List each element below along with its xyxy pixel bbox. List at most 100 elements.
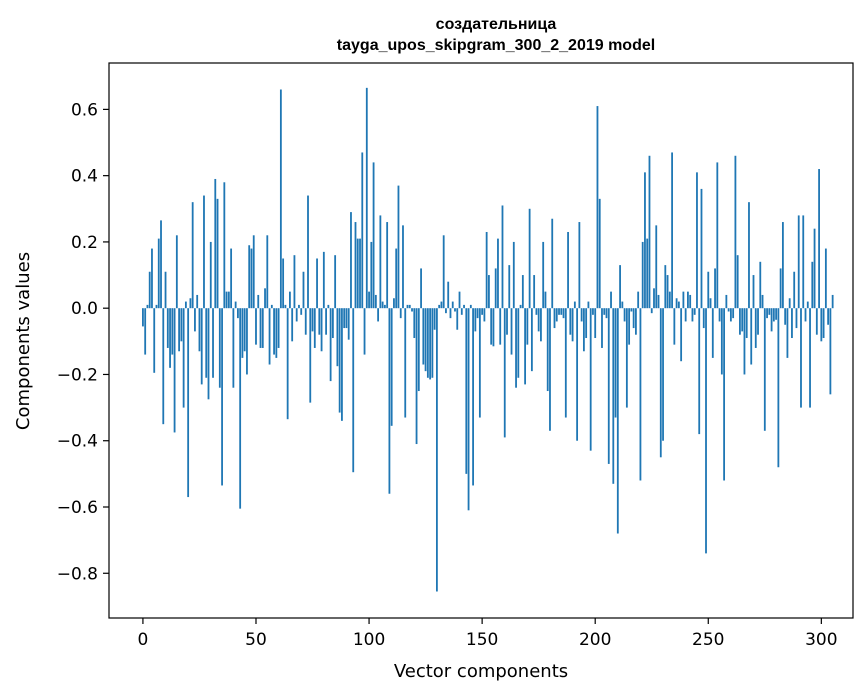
bar-36 [223, 182, 226, 309]
bar-110 [390, 308, 393, 426]
bar-151 [483, 308, 486, 322]
bar-23 [194, 308, 196, 332]
bar-224 [648, 155, 651, 309]
bar-165 [515, 308, 517, 388]
bar-266 [743, 308, 746, 375]
bar-57 [270, 304, 273, 309]
bar-285 [786, 308, 789, 358]
bar-74 [309, 308, 312, 403]
bar-89 [343, 308, 346, 329]
bar-297 [813, 228, 816, 309]
bar-202 [598, 198, 601, 309]
bar-232 [666, 275, 669, 309]
bar-259 [727, 308, 730, 312]
bar-39 [230, 248, 233, 309]
bar-62 [282, 258, 285, 309]
bar-97 [361, 152, 364, 309]
bar-54 [264, 288, 266, 309]
bar-294 [806, 301, 809, 309]
bar-121 [415, 308, 418, 445]
bar-281 [777, 308, 780, 468]
bar-6 [155, 304, 158, 309]
bar-13 [171, 308, 174, 355]
bar-295 [809, 308, 811, 408]
bar-92 [350, 212, 352, 309]
x-axis-label: Vector components [394, 661, 568, 682]
bar-292 [802, 215, 805, 309]
y-tick-label: 0.0 [71, 299, 98, 319]
bar-20 [187, 308, 190, 498]
plot-area-frame [108, 62, 854, 619]
bar-301 [822, 308, 825, 339]
bar-48 [250, 248, 253, 309]
bar-192 [576, 308, 579, 441]
bar-262 [734, 155, 737, 309]
bar-42 [236, 308, 239, 319]
bar-253 [714, 268, 716, 309]
bar-150 [481, 308, 484, 315]
bar-149 [478, 308, 481, 418]
bar-276 [766, 308, 768, 319]
bar-225 [650, 308, 653, 314]
bar-95 [356, 238, 359, 309]
bar-203 [601, 308, 603, 348]
x-tick-label: 0 [138, 630, 149, 650]
bar-77 [316, 258, 318, 309]
bar-205 [605, 308, 608, 319]
bar-215 [628, 308, 631, 345]
bar-28 [205, 308, 208, 378]
bar-38 [227, 291, 230, 309]
bar-49 [252, 235, 255, 309]
bar-263 [736, 255, 739, 309]
bar-200 [594, 308, 597, 339]
bar-156 [494, 268, 497, 309]
bar-233 [668, 291, 671, 309]
bar-228 [657, 294, 660, 309]
y-tick-label: −0.2 [57, 365, 98, 385]
bar-136 [449, 308, 452, 319]
bar-258 [725, 294, 728, 309]
bar-64 [286, 308, 289, 420]
bar-96 [359, 238, 361, 309]
bar-289 [795, 308, 798, 329]
bar-120 [413, 308, 416, 339]
bar-66 [291, 308, 294, 342]
bar-235 [673, 308, 676, 345]
y-axis-label: Components values [13, 252, 34, 430]
y-tick-label: 0.4 [71, 167, 98, 187]
bar-275 [763, 308, 766, 431]
bar-144 [467, 308, 470, 511]
bar-15 [175, 235, 178, 309]
bar-167 [519, 304, 522, 309]
bar-282 [779, 268, 782, 309]
bar-190 [571, 308, 574, 342]
bar-173 [533, 275, 536, 309]
bar-135 [447, 281, 450, 309]
y-tick-label: 0.6 [71, 100, 98, 120]
bar-83 [329, 308, 332, 382]
bar-73 [307, 195, 309, 309]
bar-242 [689, 294, 692, 309]
bar-163 [510, 308, 513, 355]
bar-229 [659, 308, 662, 458]
bar-99 [365, 87, 368, 309]
bar-91 [347, 308, 350, 340]
bar-178 [544, 291, 547, 309]
bar-271 [754, 308, 757, 348]
bar-53 [261, 308, 264, 348]
bar-79 [320, 308, 323, 352]
bar-55 [266, 235, 269, 309]
bar-117 [406, 304, 409, 309]
bar-124 [422, 308, 425, 365]
bar-193 [578, 222, 581, 309]
bar-112 [395, 248, 398, 309]
bar-278 [770, 308, 773, 332]
bar-75 [311, 308, 314, 332]
bar-40 [232, 308, 235, 388]
bar-127 [429, 308, 432, 380]
bar-277 [768, 308, 771, 315]
y-tick-label: −0.4 [57, 432, 98, 452]
bar-12 [169, 308, 171, 368]
bar-31 [212, 308, 214, 378]
bar-168 [521, 275, 524, 309]
